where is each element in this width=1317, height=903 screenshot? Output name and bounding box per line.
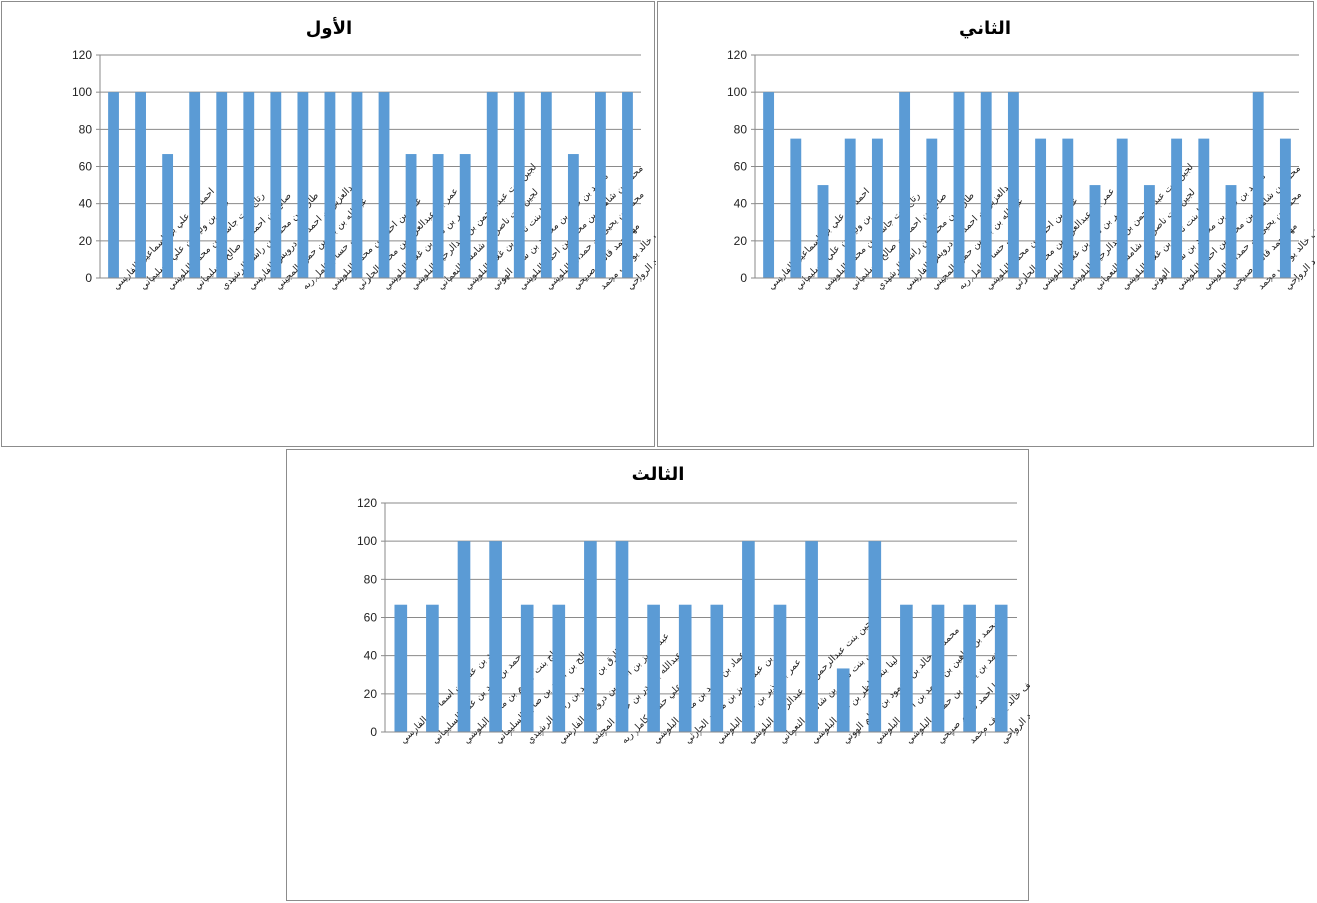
bar <box>931 604 945 732</box>
bar <box>162 154 174 278</box>
bar <box>243 92 255 279</box>
bar <box>489 541 502 732</box>
y-tick-label: 40 <box>364 649 378 663</box>
bar <box>270 92 282 279</box>
y-tick-label: 80 <box>734 122 748 136</box>
bar <box>1279 138 1291 278</box>
y-tick-label: 120 <box>72 48 92 62</box>
bar <box>994 604 1008 732</box>
y-tick-label: 60 <box>364 611 378 625</box>
bar <box>1089 185 1101 278</box>
y-tick-label: 20 <box>734 234 748 248</box>
y-tick-label: 80 <box>79 122 93 136</box>
bar <box>899 92 911 279</box>
bar <box>926 138 938 278</box>
bar <box>486 92 498 279</box>
bar <box>378 92 390 279</box>
bar <box>678 604 692 732</box>
bar <box>324 92 336 279</box>
bar <box>868 541 882 732</box>
bar <box>552 604 566 732</box>
bar <box>189 92 201 279</box>
y-tick-label: 120 <box>357 496 377 510</box>
bar <box>108 92 119 279</box>
bar <box>963 604 976 732</box>
bar <box>710 604 724 732</box>
bar <box>836 668 850 732</box>
y-tick-label: 40 <box>734 197 748 211</box>
bar <box>426 604 439 732</box>
bar <box>1143 185 1155 278</box>
y-tick-label: 60 <box>734 160 748 174</box>
bar <box>394 604 408 732</box>
bar <box>135 92 146 279</box>
bar <box>216 92 228 279</box>
bar <box>900 604 913 732</box>
y-tick-label: 60 <box>79 160 93 174</box>
bar <box>432 154 444 278</box>
bar <box>584 541 597 732</box>
y-tick-label: 20 <box>364 687 378 701</box>
bar <box>763 92 775 279</box>
y-tick-label: 100 <box>727 85 747 99</box>
bar <box>457 541 471 732</box>
bar <box>540 92 552 279</box>
y-tick-label: 0 <box>85 271 92 285</box>
bar <box>742 541 755 732</box>
bar <box>1252 92 1264 279</box>
bar <box>1007 92 1019 279</box>
bar <box>459 154 471 278</box>
y-tick-label: 100 <box>357 534 377 548</box>
bar <box>351 92 363 279</box>
bar <box>980 92 992 279</box>
y-tick-label: 0 <box>370 725 377 739</box>
bar <box>520 604 534 732</box>
y-tick-label: 120 <box>727 48 747 62</box>
bar <box>1062 138 1074 278</box>
bar <box>1035 138 1047 278</box>
bar <box>790 138 802 278</box>
bar <box>1171 138 1183 278</box>
bar <box>615 541 629 732</box>
chart-panel-third: الثالث 0 20 40 60 80 100 120 احمد بن علي بن اسما… <box>286 449 1030 901</box>
bar <box>1225 185 1237 278</box>
bar <box>405 154 417 278</box>
bar <box>817 185 829 278</box>
bar <box>567 154 579 278</box>
y-tick-label: 40 <box>79 197 93 211</box>
bar <box>513 92 525 279</box>
chart-title: الثالث <box>632 464 685 485</box>
bar <box>595 92 606 279</box>
bar <box>622 92 633 279</box>
y-tick-label: 20 <box>79 234 93 248</box>
bar <box>773 604 787 732</box>
chart-title: الأول <box>306 17 352 39</box>
bar <box>805 541 818 732</box>
y-tick-label: 0 <box>740 271 747 285</box>
bar <box>647 604 660 732</box>
bar <box>1198 138 1210 278</box>
y-tick-label: 100 <box>72 85 92 99</box>
y-tick-label: 80 <box>364 572 378 586</box>
chart-title: الثاني <box>959 18 1011 39</box>
bar <box>1116 138 1128 278</box>
bar <box>953 92 965 279</box>
bar <box>297 92 309 279</box>
bar <box>844 138 856 278</box>
bar <box>871 138 883 278</box>
